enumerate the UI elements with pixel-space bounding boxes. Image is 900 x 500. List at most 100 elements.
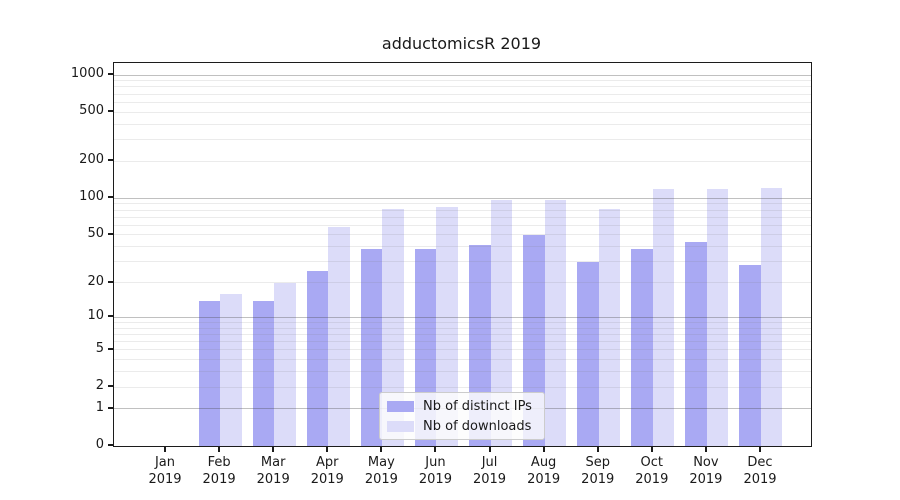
minor-gridline-800 (114, 86, 811, 88)
bar-ips-mar (252, 300, 275, 446)
y-tick-label-500: 500 (79, 103, 104, 119)
y-tick-mark-2 (108, 385, 113, 387)
minor-gridline-30 (114, 261, 811, 263)
bar-downloads-apr (328, 227, 350, 446)
legend-item-downloads: Nb of downloads (387, 418, 535, 434)
x-tick-label-aug: Aug 2019 (527, 455, 561, 487)
bar-downloads-aug (544, 200, 567, 446)
minor-gridline-6 (114, 341, 811, 342)
y-tick-label-20: 20 (87, 273, 104, 289)
x-tick-mark-feb (218, 447, 221, 452)
x-tick-mark-sep (596, 447, 599, 452)
x-tick-mark-nov (704, 447, 707, 452)
bar-downloads-nov (706, 189, 729, 446)
y-tick-label-5: 5 (95, 340, 104, 356)
minor-gridline-5 (114, 349, 811, 351)
y-tick-label-50: 50 (87, 225, 104, 241)
bar-ips-may (360, 249, 383, 446)
grid-layer (114, 63, 811, 446)
y-tick-mark-1 (108, 406, 113, 409)
bar-ips-oct (631, 249, 653, 446)
y-tick-label-1: 1 (95, 399, 104, 415)
x-tick-mark-jun (434, 447, 437, 452)
x-tick-label-may: May 2019 (364, 455, 398, 487)
minor-gridline-400 (114, 123, 811, 125)
x-tick-mark-jul (488, 447, 491, 452)
minor-gridline-50 (114, 234, 811, 236)
minor-gridline-7 (114, 333, 811, 335)
y-tick-label-0: 0 (95, 437, 104, 452)
bar-ips-sep (577, 261, 599, 446)
chart-title: adductomicsR 2019 (381, 34, 542, 53)
bar-downloads-oct (652, 189, 675, 446)
bar-ips-apr (306, 271, 329, 446)
x-tick-mark-mar (272, 447, 275, 452)
x-tick-mark-dec (758, 447, 761, 452)
legend-label-downloads: Nb of downloads (423, 418, 532, 434)
x-tick-label-apr: Apr 2019 (310, 455, 344, 487)
minor-gridline-500 (114, 111, 811, 113)
bar-ips-nov (685, 241, 707, 446)
x-tick-mark-aug (542, 447, 545, 452)
y-tick-label-2: 2 (95, 378, 104, 393)
minor-gridline-700 (114, 93, 811, 95)
x-tick-label-jul: Jul 2019 (472, 455, 507, 487)
minor-gridline-8 (114, 327, 811, 329)
x-tick-mark-may (380, 447, 383, 452)
y-tick-mark-50 (108, 232, 113, 235)
bar-ips-dec (739, 265, 761, 446)
y-tick-mark-1000 (108, 73, 113, 75)
minor-gridline-20 (114, 282, 811, 283)
bar-downloads-mar (274, 282, 296, 446)
x-tick-label-dec: Dec 2019 (743, 455, 777, 487)
x-tick-label-mar: Mar 2019 (256, 455, 290, 487)
minor-gridline-200 (114, 160, 811, 162)
x-tick-label-oct: Oct 2019 (635, 455, 669, 487)
minor-gridline-300 (114, 139, 811, 141)
y-tick-mark-500 (108, 110, 113, 113)
y-tick-label-100: 100 (79, 189, 104, 205)
major-gridline-10 (114, 316, 811, 318)
bar-downloads-jun (436, 207, 458, 446)
y-tick-label-200: 200 (79, 152, 104, 168)
major-gridline-1000 (114, 74, 811, 76)
bar-downloads-feb (220, 293, 242, 446)
minor-gridline-70 (114, 216, 811, 218)
x-tick-label-nov: Nov 2019 (689, 455, 723, 487)
legend-label-distinct-ips: Nb of distinct IPs (423, 398, 532, 414)
plot-area: Nb of distinct IPs Nb of downloads (113, 62, 812, 447)
x-tick-label-feb: Feb 2019 (202, 455, 236, 487)
minor-gridline-4 (114, 359, 811, 361)
y-tick-mark-200 (108, 159, 113, 162)
y-tick-mark-10 (108, 315, 113, 318)
major-gridline-100 (114, 197, 811, 199)
minor-gridline-40 (114, 246, 811, 248)
minor-gridline-600 (114, 101, 811, 103)
bar-ips-feb (198, 300, 221, 446)
y-tick-mark-100 (108, 196, 113, 199)
minor-gridline-60 (114, 224, 811, 226)
minor-gridline-9 (114, 321, 811, 323)
y-tick-mark-5 (108, 347, 113, 350)
bar-downloads-sep (598, 208, 621, 446)
bar-downloads-jul (490, 199, 513, 446)
y-tick-mark-20 (108, 280, 113, 283)
y-tick-mark-0 (108, 444, 113, 446)
minor-gridline-3 (114, 371, 811, 373)
legend-swatch-distinct-ips (387, 400, 414, 412)
bar-downloads-dec (760, 188, 783, 446)
legend: Nb of distinct IPs Nb of downloads (379, 392, 545, 440)
minor-gridline-90 (114, 203, 811, 205)
x-tick-mark-oct (650, 447, 653, 452)
minor-gridline-900 (114, 80, 811, 82)
x-tick-label-jun: Jun 2019 (418, 455, 452, 487)
minor-gridline-80 (114, 209, 811, 211)
x-tick-label-jan: Jan 2019 (148, 455, 182, 487)
x-tick-label-sep: Sep 2019 (581, 455, 615, 487)
bar-downloads-may (382, 208, 404, 446)
y-tick-label-1000: 1000 (70, 66, 104, 81)
x-tick-mark-jan (164, 447, 166, 452)
legend-swatch-downloads (387, 420, 414, 432)
y-tick-label-10: 10 (87, 308, 104, 324)
